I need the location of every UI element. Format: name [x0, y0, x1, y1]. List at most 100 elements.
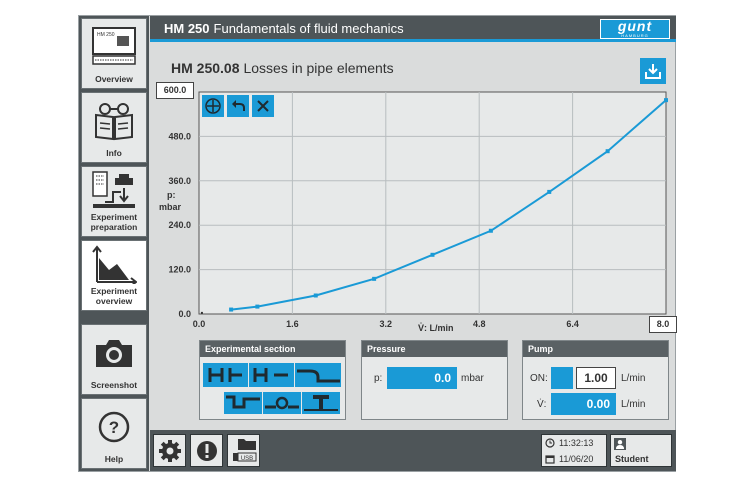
book-glasses-icon — [92, 93, 136, 148]
sidebar-item-label: Help — [104, 454, 124, 464]
app-window: HM 250 Overview — [78, 15, 677, 472]
pump-on-label: ON: — [530, 373, 548, 384]
y-axis-label-line2: mbar — [159, 202, 182, 212]
x-max-input[interactable]: 8.0 — [649, 316, 677, 333]
y-tick-label: 360.0 — [168, 176, 191, 186]
page-model: HM 250.08 — [171, 60, 240, 76]
usb-label: USB — [240, 456, 252, 462]
pressure-value: 0.0 — [387, 367, 457, 389]
alert-button[interactable] — [190, 434, 223, 467]
x-tick-label: 1.6 — [286, 319, 299, 329]
y-tick-label: 0.0 — [178, 309, 191, 319]
computer-icon: HM 250 — [91, 19, 137, 74]
settings-button[interactable] — [153, 434, 186, 467]
clear-button[interactable] — [252, 95, 274, 117]
page-title-text: Losses in pipe elements — [243, 60, 394, 76]
panel-title: Experimental section — [200, 341, 345, 357]
data-point — [255, 304, 260, 309]
zoom-button[interactable] — [202, 95, 224, 117]
download-button[interactable] — [640, 58, 666, 84]
help-icon: ? — [97, 399, 131, 454]
app-header: HM 250 Fundamentals of fluid mechanics gu… — [150, 16, 676, 42]
preparation-icon — [91, 167, 137, 212]
undo-button[interactable] — [227, 95, 249, 117]
page-title: HM 250.08 Losses in pipe elements — [171, 60, 394, 76]
user-icon — [614, 438, 626, 450]
pump-panel: Pump ON: 1.00 L/min V̇: 0.00 L/min — [522, 340, 669, 420]
sidebar-item-label: Info — [106, 148, 122, 158]
panel-title: Pump — [523, 341, 668, 357]
origin-point — [200, 311, 203, 314]
y-tick-label: 120.0 — [168, 265, 191, 275]
data-point — [430, 252, 435, 257]
data-point — [229, 307, 234, 312]
sidebar-item-experiment-overview[interactable]: Experiment overview — [81, 240, 147, 311]
clock-icon — [545, 438, 555, 448]
date-text: 11/06/20 — [559, 454, 594, 464]
app-model: HM 250 — [164, 21, 210, 36]
y-tick-label: 480.0 — [168, 131, 191, 141]
x-tick-label: 6.4 — [566, 319, 579, 329]
y-tick-label: 240.0 — [168, 220, 191, 230]
alert-icon — [196, 440, 217, 461]
panel-title: Pressure — [362, 341, 507, 357]
usb-folder-icon: USB — [232, 438, 256, 462]
pressure-panel: Pressure p: 0.0 mbar — [361, 340, 508, 420]
experimental-section-panel: Experimental section — [199, 340, 346, 420]
overview-screen-text: HM 250 — [97, 32, 115, 38]
x-tick-label: 0.0 — [193, 319, 206, 329]
close-icon — [257, 100, 269, 112]
sidebar-item-overview[interactable]: HM 250 Overview — [81, 18, 147, 89]
download-icon — [645, 64, 661, 79]
sidebar-item-screenshot[interactable]: Screenshot — [81, 324, 147, 395]
data-point — [605, 149, 610, 154]
camera-icon — [94, 325, 134, 380]
sidebar-item-label: Experiment preparation — [90, 212, 138, 232]
gunt-logo: gunt HAMBURG — [600, 19, 670, 39]
user-display[interactable]: Student — [610, 434, 672, 467]
x-tick-label: 3.2 — [380, 319, 393, 329]
data-point — [547, 189, 552, 194]
calendar-icon — [545, 455, 555, 464]
pipe-elements-icon[interactable] — [200, 357, 345, 419]
sidebar-item-label: Screenshot — [90, 380, 138, 390]
clock-display: 11:32:13 11/06/20 — [541, 434, 607, 467]
pump-on-toggle[interactable] — [551, 367, 573, 389]
usb-folder-button[interactable]: USB — [227, 434, 260, 467]
bottom-toolbar: USB 11:32:13 11/06/20 — [150, 430, 676, 471]
chart-icon — [91, 241, 137, 286]
pressure-unit: mbar — [461, 373, 484, 384]
pump-flow-unit: L/min — [621, 399, 646, 410]
sidebar-item-help[interactable]: ? Help — [81, 398, 147, 469]
data-point — [313, 293, 318, 298]
logo-subtext: HAMBURG — [621, 33, 649, 38]
sidebar: HM 250 Overview — [79, 16, 149, 471]
pump-setpoint-input[interactable]: 1.00 — [576, 367, 616, 389]
undo-icon — [232, 100, 245, 111]
pump-setpoint-unit: L/min — [621, 373, 646, 384]
y-max-input[interactable]: 600.0 — [156, 82, 194, 99]
data-point — [664, 98, 668, 103]
zoom-crosshair-icon — [205, 98, 221, 114]
gear-icon — [158, 439, 181, 462]
plot-area — [198, 91, 667, 315]
sidebar-item-info[interactable]: Info — [81, 92, 147, 163]
data-point — [372, 276, 377, 281]
app-title: HM 250 Fundamentals of fluid mechanics — [164, 21, 404, 36]
x-axis-label: V̇: L/min — [418, 323, 454, 333]
pressure-label: p: — [374, 373, 383, 384]
logo-text: gunt — [617, 18, 653, 34]
pump-flow-label: V̇: — [537, 399, 547, 410]
y-axis-label-line1: p: — [167, 190, 176, 200]
sidebar-item-label: Overview — [95, 74, 133, 84]
time-text: 11:32:13 — [559, 438, 594, 448]
user-name: Student — [615, 454, 649, 464]
sidebar-item-label: Experiment overview — [90, 286, 138, 306]
svg-text:?: ? — [109, 418, 119, 437]
pump-flow-value: 0.00 — [551, 393, 616, 415]
data-point — [488, 228, 493, 233]
chart-toolbar — [202, 95, 274, 117]
x-tick-label: 4.8 — [473, 319, 486, 329]
sidebar-item-experiment-preparation[interactable]: Experiment preparation — [81, 166, 147, 237]
